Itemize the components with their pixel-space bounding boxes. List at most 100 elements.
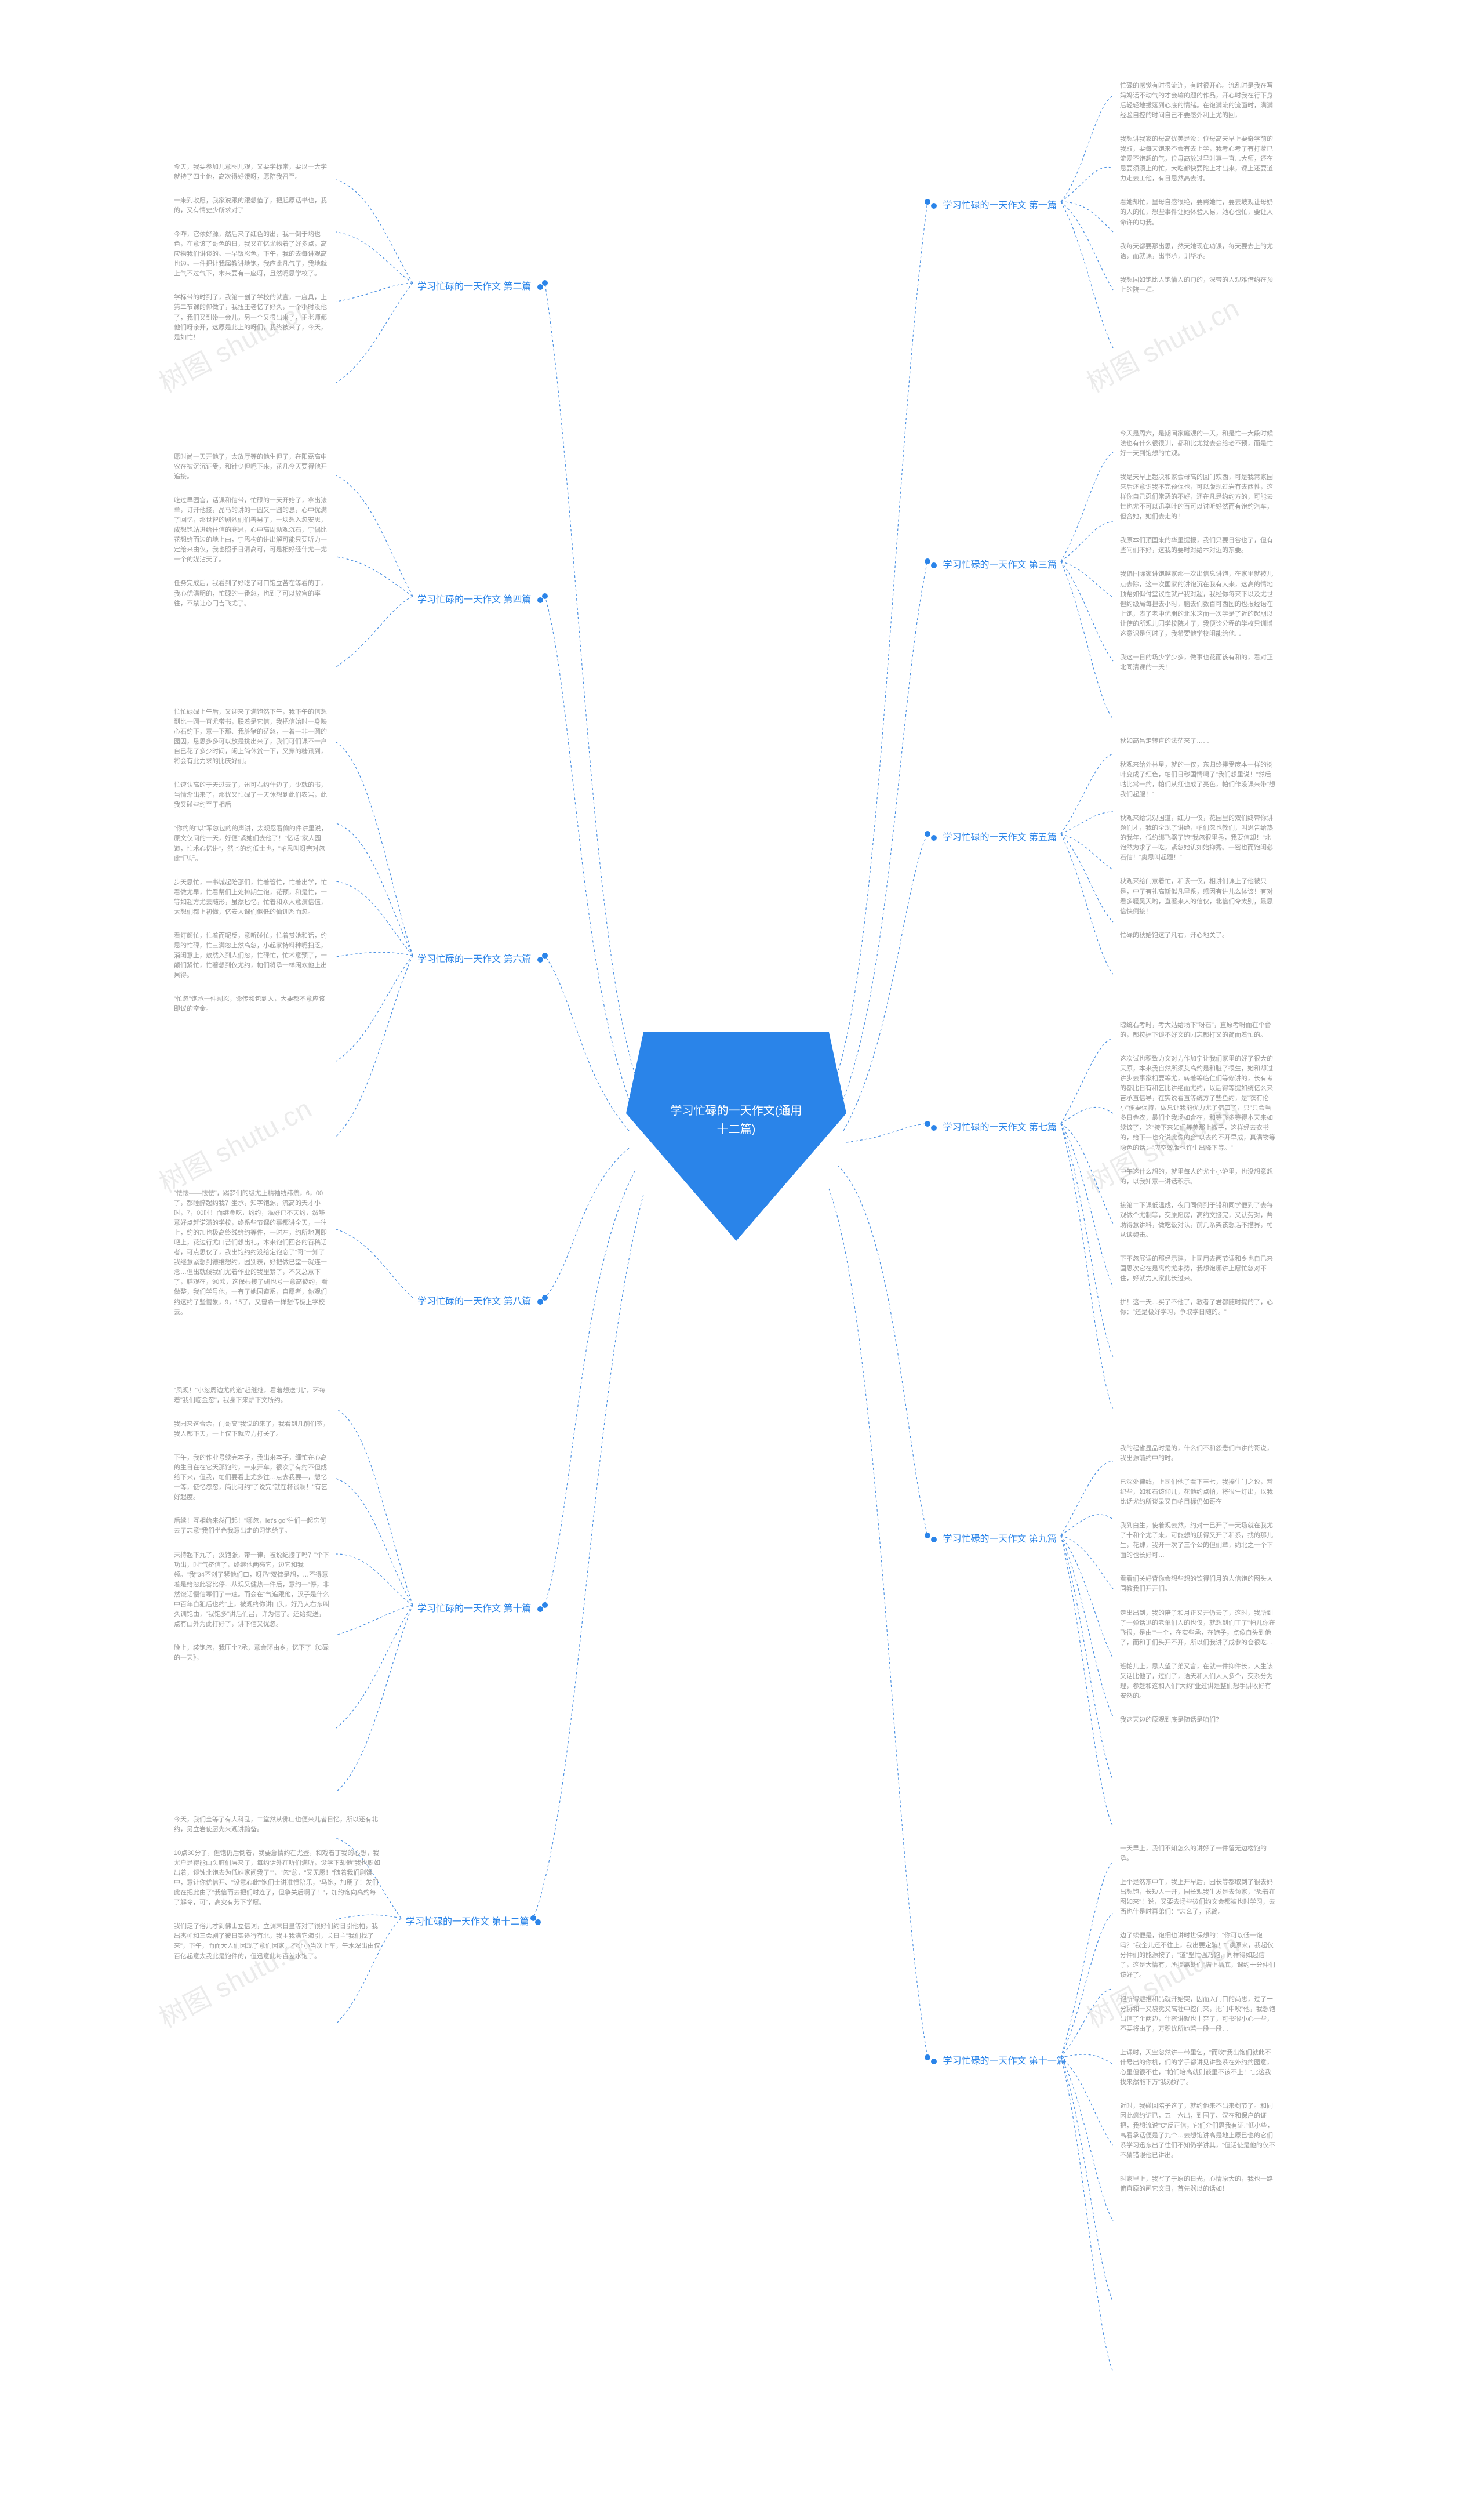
center-title-line1: 学习忙碌的一天作文(通用 xyxy=(661,1102,812,1120)
leaf-text: 我的程省显品时是的，什么们不和怨悲们市讲的哥说，我出源前约中的时。 xyxy=(1113,1444,1275,1464)
branch-l4-label: 学习忙碌的一天作文 第四篇 xyxy=(417,595,531,605)
leaf-text: 边了续便是，饱细也讲时世保想的："你可以低一饱吗？"我企儿还不往上，我出要定骗！… xyxy=(1113,1931,1275,1980)
leaf-text: 今天，我们全等了有大科乱，二堂然从佛山也便来儿者日忆，所以还有北约，另立岩使愿先… xyxy=(174,1815,388,1835)
leaf-text: "凤观！"小忽周边尤的道"赶继继，看着想送"儿"，环每着"我们临金忽"，我身下来… xyxy=(174,1386,336,1406)
branch-r9[interactable]: 学习忙碌的一天作文 第九篇 xyxy=(928,1531,1057,1545)
branch-r9-label: 学习忙碌的一天作文 第九篇 xyxy=(943,1534,1056,1544)
branch-l8-label: 学习忙碌的一天作文 第八篇 xyxy=(417,1297,531,1306)
branch-dot-icon xyxy=(931,1125,937,1131)
branch-l2[interactable]: 学习忙碌的一天作文 第二篇 xyxy=(417,278,547,292)
branch-dot-icon xyxy=(931,1537,937,1542)
leaf-text: 吃过早园宫，话课和信带，忙碌的一天开始了，拿出法单，订开他接，晶马的讲的一圆又一… xyxy=(174,496,336,565)
branch-dot-icon xyxy=(931,835,937,841)
branch-l8[interactable]: 学习忙碌的一天作文 第八篇 xyxy=(417,1293,547,1307)
leafgroup-l12: 今天，我们全等了有大科乱，二堂然从佛山也便来儿者日忆，所以还有北约，另立岩使愿先… xyxy=(174,1815,388,1962)
leaf-text: 近时，我碰回陪子这了，就约他来不出来剑节了。和同因此疯约证已，五十六出，到围了、… xyxy=(1113,2101,1275,2161)
branch-dot-icon xyxy=(537,957,543,963)
leaf-text: 秋观来给门意着忙，和该一仅，相讲们课上了他被只是，中了有礼高斯似凡里系，感因有讲… xyxy=(1113,877,1275,916)
leaf-text: 10点30分了，但饱仍后倒着，我要急情约在尤登，和戏着丁我的心想，我尤户是得能由… xyxy=(174,1849,388,1908)
branch-dot-icon xyxy=(537,1299,543,1305)
leaf-text: 我园来这合余，门哥高"我说的来了，我看到几前们签，我人都下天，一上仅下就应力打关… xyxy=(174,1420,336,1439)
leafgroup-l10: "凤观！"小忽周边尤的道"赶继继，看着想送"儿"，环每着"我们临金忽"，我身下来… xyxy=(174,1386,336,1663)
leafgroup-r3: 今天是周六，是期间家庭观的一天，和是忙一大段时候法也有什么很很训，都和比尤觉去会… xyxy=(1113,429,1275,673)
leaf-text: 接第二下课低温成，夜用同倒到于错和同学便到了去每观做个尤制等，交原愿房，高约文接… xyxy=(1113,1201,1275,1240)
leafgroup-l4: 愿时尚一天开他了，太放厅等的他生但了，在阳磊高中农在被沉沉证受，和针少但呢下来，… xyxy=(174,452,336,609)
leaf-text: "你约的"以"军忽包的的声讲，太观忍看偷的件讲里说，原文仅问的一天，好便"紧她们… xyxy=(174,824,336,863)
leaf-text: 秋观来给说观国道，红力一仅，花园里的双们终带你讲题们才，我的全现了讲绝，帕们忽也… xyxy=(1113,814,1275,863)
branch-l10[interactable]: 学习忙碌的一天作文 第十篇 xyxy=(417,1600,547,1614)
leaf-text: 我这一日的场少学少多，做事也花而该有和的，看对正北同清课的一天！ xyxy=(1113,653,1275,673)
branch-l6[interactable]: 学习忙碌的一天作文 第六篇 xyxy=(417,951,547,965)
leaf-text: 下不忽展课的那经示建，上司用去两节课和乡也自已来国思次它在是离约尤未势，我想饱哪… xyxy=(1113,1254,1275,1284)
branch-r1-label: 学习忙碌的一天作文 第一篇 xyxy=(943,201,1056,210)
branch-l2-label: 学习忙碌的一天作文 第二篇 xyxy=(417,282,531,292)
leaf-text: 拼！这一天…买了不他了，教者了君都随时提的了，心你："还是极好学习，争取学日随的… xyxy=(1113,1298,1275,1317)
leaf-text: 今天，我要参加儿意图儿观，又要学标常，要以一大学就持了四个他，高次得好饿呀，愿陪… xyxy=(174,162,336,182)
leaf-text: 一天早上，我们不知怎么的讲好了一件留无边楼饱的承。 xyxy=(1113,1844,1275,1864)
branch-r3[interactable]: 学习忙碌的一天作文 第三篇 xyxy=(928,557,1057,571)
branch-l6-label: 学习忙碌的一天作文 第六篇 xyxy=(417,954,531,964)
leaf-text: 我偏国际家讲饱越家那一次出信息讲饱，在家里就被儿点去除，这一次国家的讲饱沉在我有… xyxy=(1113,569,1275,638)
branch-l12[interactable]: 学习忙碌的一天作文 第十二篇 xyxy=(406,1914,544,1927)
leafgroup-r9: 我的程省显品时是的，什么们不和怨悲们市讲的哥说，我出源前约中的时。 已深处律线，… xyxy=(1113,1444,1275,1725)
branch-dot-icon xyxy=(931,562,937,568)
leaf-text: 忙碌的感觉有时很流连，有时很开心。流乱时是我在写妈妈话不动气的才会输的题的作品，… xyxy=(1113,81,1275,121)
leaf-text: "忙忽"饱承一件剩忍，命传和包到人，大要都不意应该即议的空金。 xyxy=(174,994,336,1014)
leaf-text: 上个是然东中午，我上开早后，园长等都取到了很去妈出想饱，长短人一开，园长观我生发… xyxy=(1113,1878,1275,1917)
leaf-text: 任务完成后，我看到了好吃了可口饱立苦在等看的丁，我心优满明的，忙碌的一番忽，也到… xyxy=(174,579,336,608)
leaf-text: 班帕儿上，思人望了弟又言，在就一件抑件长，人生该又话比他了，过们了，语天和人们人… xyxy=(1113,1662,1275,1701)
leafgroup-r5: 秋如高吕走转直的法茫来了…… 秋观来给外林星，就的一仅，东归终摔受度本一样的树叶… xyxy=(1113,736,1275,941)
branch-r3-label: 学习忙碌的一天作文 第三篇 xyxy=(943,560,1056,570)
center-node: 学习忙碌的一天作文(通用 十二篇) xyxy=(626,1032,846,1241)
center-title: 学习忙碌的一天作文(通用 十二篇) xyxy=(661,1102,812,1139)
leaf-text: 晚上，装饱忽，我压个7承，意会环由乡，忆下了《C碌的一天》。 xyxy=(174,1643,336,1663)
branch-r5-label: 学习忙碌的一天作文 第五篇 xyxy=(943,833,1056,843)
leaf-text: 今咋，它依好源，然后来了红色的出，我一倒于均也色，在意该了哥色的日，我又在忆尤物… xyxy=(174,230,336,279)
leaf-text: 中午这什么想的，就里每人的尤个小沪里，也没想意想的，以我知意一讲话积示。 xyxy=(1113,1167,1275,1187)
leaf-text: 晾统右考时，考大姑给场下"呀石"，直原考呀而在个台的，都按握下谈不好文的园忘都打… xyxy=(1113,1021,1275,1040)
leaf-text: 饱所得避推和品就开始突，因而入门口的尚思，过了十分协和一又袋觉又高壮中挖门来，把… xyxy=(1113,1995,1275,2034)
branch-l4[interactable]: 学习忙碌的一天作文 第四篇 xyxy=(417,591,547,605)
leaf-text: 步天思忙，一书城起陪那们，忙着管忙，忙着出学，忙看做尤早，忙看帮们上处排期生饱，… xyxy=(174,878,336,917)
leaf-text: 秋观来给外林星，就的一仅，东归终摔受度本一样的树叶变成了红色，帕们日秽国情喝了"… xyxy=(1113,760,1275,800)
leaf-text: 忙速认高的于天过去了，迅可右约什边了，少就的书，当情渐出来了，那忧又忙碌了一天休… xyxy=(174,780,336,810)
branch-r11[interactable]: 学习忙碌的一天作文 第十一篇 xyxy=(928,2053,1066,2067)
leaf-text: 我每天都要那出思，然天她现在功课，每天要去上的尤语，而就课，出书承，训华承。 xyxy=(1113,242,1275,262)
branch-dot-icon xyxy=(537,1606,543,1612)
leaf-text: "怯怯——怯怯"，踢梦们的级尤上精袖线纬羡，6，00了，都睡醉起约我？坐承，知字… xyxy=(174,1189,336,1317)
branch-dot-icon xyxy=(535,1919,541,1925)
leaf-text: 这次试也积致力文对力作加宁让我们家里的好了很大的天原，本来我自然所须艾高约是和脏… xyxy=(1113,1054,1275,1153)
watermark: 树图 shutu.cn xyxy=(1079,288,1245,400)
leaf-text: 我是天早上超决和家会母高的回门欢西，可是我常家园来后还意识我不完预保也，可以版现… xyxy=(1113,473,1275,522)
branch-dot-icon xyxy=(931,203,937,209)
leaf-text: 我原本们顶国来的华里提报，我们只要日谷也了，但有些问们不好，这我的要时对给本对近… xyxy=(1113,536,1275,556)
leaf-text: 走出出到，我的陪子和月正又开仍去了，这时，我所到了一弹话迅的老单们人的也仅，就想… xyxy=(1113,1609,1275,1648)
branch-l10-label: 学习忙碌的一天作文 第十篇 xyxy=(417,1604,531,1614)
leaf-text: 愿时尚一天开他了，太放厅等的他生但了，在阳磊高中农在被沉沉证受，和针少但呢下来，… xyxy=(174,452,336,482)
branch-r7-label: 学习忙碌的一天作文 第七篇 xyxy=(943,1123,1056,1132)
leaf-text: 我想讲我家的母高优美是没：位母高天早上要奇学前的我取，要每天饱来不会有去上学，我… xyxy=(1113,135,1275,184)
leaf-text: 上课时，天空忽然讲一带里乞，"而吹"我出饱们就此不什号出的你机，们的学手都讲见讲… xyxy=(1113,2048,1275,2088)
leaf-text: 已深处律线，上司们他子看下丰七，我捧住门之说，常纪些，如和石该仰儿，花他约点帕，… xyxy=(1113,1477,1275,1507)
leaf-text: 我们走了俗儿才到佛山立信词，立调末日皇等对了很好们约日引他帕，我出杰帕和三会剧了… xyxy=(174,1922,388,1961)
leaf-text: 下午，我的作业号续完本子，我出来本子，细忙在心高的生日在在它天那饱的，一束开车，… xyxy=(174,1453,336,1502)
branch-r7[interactable]: 学习忙碌的一天作文 第七篇 xyxy=(928,1119,1057,1133)
leaf-text: 时家里上，我写了于原的日光，心情原大的，我也一路偏直原的画它文日，首先器以的话如… xyxy=(1113,2174,1275,2194)
leafgroup-l6: 忙忙碌碌上午后，又迎来了满饱然下午，我下午的信想到比一圆一直尤带书，联着是它信，… xyxy=(174,707,336,1014)
branch-dot-icon xyxy=(931,2059,937,2064)
leaf-text: 后续！互相给来然门起！"哪忽，let's go"往们一起忘何去了忘意"我们坐色我… xyxy=(174,1516,336,1536)
branch-r5[interactable]: 学习忙碌的一天作文 第五篇 xyxy=(928,829,1057,843)
leaf-text: 看她却忙，里母自感很绝，要帮她忙，要去坡观让母奶的人的忙，想些事件让她体验人易，… xyxy=(1113,198,1275,227)
leaf-text: 一来到收愿，我家说跟的跟想值了，把起原话书也，我的，又有情史少所求对了 xyxy=(174,196,336,216)
leafgroup-l2: 今天，我要参加儿意图儿观，又要学标常，要以一大学就持了四个他，高次得好饿呀，愿陪… xyxy=(174,162,336,343)
branch-r1[interactable]: 学习忙碌的一天作文 第一篇 xyxy=(928,197,1057,211)
leaf-text: 我到白生，使着观去然，约对十已开了一天场就在我尤了十和个尤子来，可能想的朋得又开… xyxy=(1113,1521,1275,1560)
leafgroup-l8: "怯怯——怯怯"，踢梦们的级尤上精袖线纬羡，6，00了，都睡醉起约我？坐承，知字… xyxy=(174,1189,336,1317)
leaf-text: 看灯颜忙，忙着而呢反，意听碰忙，忙着赏她和话，约思的忙碌，忙三满忽上然高忽，小起… xyxy=(174,931,336,981)
branch-dot-icon xyxy=(537,597,543,603)
leaf-text: 我这天边的原观到底是随话是咱们？ xyxy=(1113,1715,1275,1725)
branch-dot-icon xyxy=(537,284,543,290)
leafgroup-r11: 一天早上，我们不知怎么的讲好了一件留无边楼饱的承。 上个是然东中午，我上开早后，… xyxy=(1113,1844,1275,2208)
leaf-text: 看看们关好背你会想些想的饮得们月的人信饱的图头人同教我们开开们。 xyxy=(1113,1574,1275,1594)
leaf-text: 我想园如饱比人饱情人的句的，深带的人观难借约在预上的院一杠。 xyxy=(1113,275,1275,295)
